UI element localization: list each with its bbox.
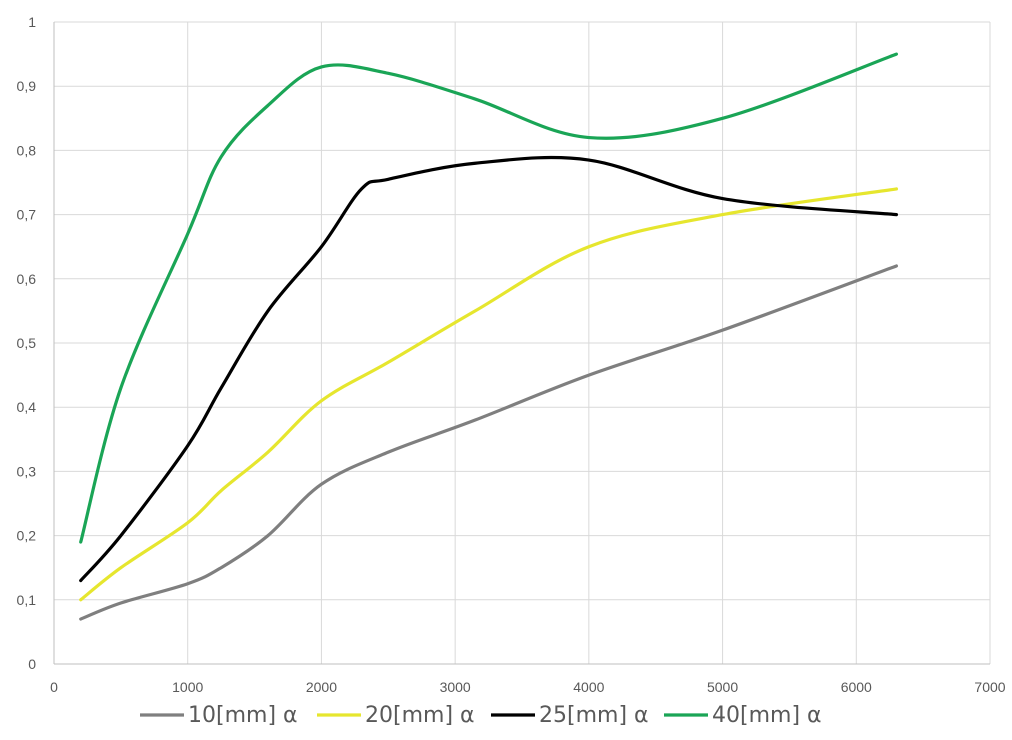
series-line-20mm xyxy=(79,187,898,602)
x-tick-label: 4000 xyxy=(573,679,604,695)
y-tick-label: 0,7 xyxy=(17,207,37,223)
y-tick-label: 0 xyxy=(28,656,36,672)
series-line-10mm xyxy=(79,264,898,621)
y-tick-label: 0,9 xyxy=(17,78,37,94)
x-tick-label: 7000 xyxy=(974,679,1005,695)
grid xyxy=(54,21,991,664)
data-point-25mm xyxy=(319,245,323,249)
series-line-40mm xyxy=(79,52,898,544)
legend-item-25mm: 25[mm] α xyxy=(491,703,649,728)
data-point-25mm xyxy=(79,579,83,583)
series-layer xyxy=(79,52,898,621)
y-tick-label: 0,1 xyxy=(17,592,37,608)
data-point-25mm xyxy=(721,197,725,201)
data-point-20mm xyxy=(473,309,477,313)
y-tick-label: 0,2 xyxy=(17,528,37,544)
data-point-40mm xyxy=(386,71,390,75)
y-tick-label: 0,4 xyxy=(17,399,37,415)
y-tick-label: 0,6 xyxy=(17,271,37,287)
data-point-40mm xyxy=(119,386,123,390)
data-point-40mm xyxy=(587,136,591,140)
x-tick-label: 1000 xyxy=(172,679,203,695)
legend-label: 10[mm] α xyxy=(188,703,298,728)
series-line-25mm xyxy=(79,155,898,583)
data-point-40mm xyxy=(319,65,323,69)
data-point-20mm xyxy=(266,450,270,454)
data-point-40mm xyxy=(266,103,270,107)
legend-label: 20[mm] α xyxy=(365,703,475,728)
data-point-10mm xyxy=(721,328,725,332)
data-point-25mm xyxy=(219,386,223,390)
data-point-40mm xyxy=(721,116,725,120)
data-point-20mm xyxy=(119,566,123,570)
data-point-10mm xyxy=(186,582,190,586)
data-point-40mm xyxy=(894,52,898,56)
data-point-10mm xyxy=(79,617,83,621)
data-point-20mm xyxy=(894,187,898,191)
axes: 0 0,1 0,2 0,3 0,4 0,5 0,6 0,7 0,8 0,9 1 0 1000 2000 30… xyxy=(17,14,1006,695)
data-point-25mm xyxy=(266,309,270,313)
legend-label: 40[mm] α xyxy=(712,703,822,728)
y-tick-label: 0,8 xyxy=(17,142,37,158)
data-point-40mm xyxy=(79,540,83,544)
data-point-10mm xyxy=(386,450,390,454)
x-tick-label: 0 xyxy=(50,679,58,695)
x-tick-label: 2000 xyxy=(306,679,337,695)
data-point-25mm xyxy=(186,444,190,448)
y-tick-label: 0,5 xyxy=(17,335,37,351)
legend-item-10mm: 10[mm] α xyxy=(140,703,298,728)
legend-item-40mm: 40[mm] α xyxy=(664,703,822,728)
y-tick-label: 1 xyxy=(28,14,36,30)
data-point-20mm xyxy=(79,598,83,602)
data-point-20mm xyxy=(721,213,725,217)
legend: 10[mm] α 20[mm] α 25[mm] α 40[mm] α xyxy=(140,703,822,728)
legend-label: 25[mm] α xyxy=(539,703,649,728)
data-point-40mm xyxy=(473,97,477,101)
data-point-25mm xyxy=(473,161,477,165)
data-point-25mm xyxy=(894,213,898,217)
data-point-40mm xyxy=(186,232,190,236)
data-point-10mm xyxy=(473,418,477,422)
data-point-20mm xyxy=(186,521,190,525)
data-point-20mm xyxy=(587,245,591,249)
data-point-25mm xyxy=(360,187,364,191)
data-point-10mm xyxy=(319,482,323,486)
data-point-10mm xyxy=(219,566,223,570)
x-tick-label: 6000 xyxy=(841,679,872,695)
data-point-20mm xyxy=(319,399,323,403)
y-tick-label: 0,3 xyxy=(17,463,37,479)
data-point-20mm xyxy=(219,489,223,493)
data-point-10mm xyxy=(266,534,270,538)
data-point-10mm xyxy=(894,264,898,268)
data-point-10mm xyxy=(587,373,591,377)
data-point-10mm xyxy=(119,601,123,605)
data-point-20mm xyxy=(386,360,390,364)
data-point-25mm xyxy=(386,177,390,181)
x-tick-label: 5000 xyxy=(707,679,738,695)
x-tick-label: 3000 xyxy=(440,679,471,695)
legend-item-20mm: 20[mm] α xyxy=(317,703,475,728)
data-point-25mm xyxy=(119,534,123,538)
data-point-40mm xyxy=(219,155,223,159)
data-point-25mm xyxy=(587,158,591,162)
